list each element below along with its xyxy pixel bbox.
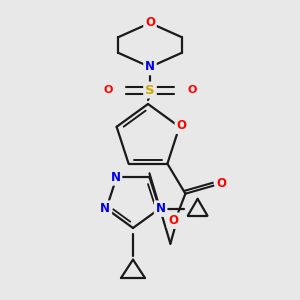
Text: O: O [168,214,178,227]
Text: O: O [176,119,186,132]
Text: N: N [100,202,110,215]
Text: O: O [216,177,226,190]
Text: S: S [145,83,155,97]
Text: N: N [156,202,166,215]
Text: O: O [145,16,155,29]
Text: O: O [103,85,113,95]
Text: O: O [187,85,197,95]
Text: N: N [145,61,155,74]
Text: N: N [110,171,121,184]
